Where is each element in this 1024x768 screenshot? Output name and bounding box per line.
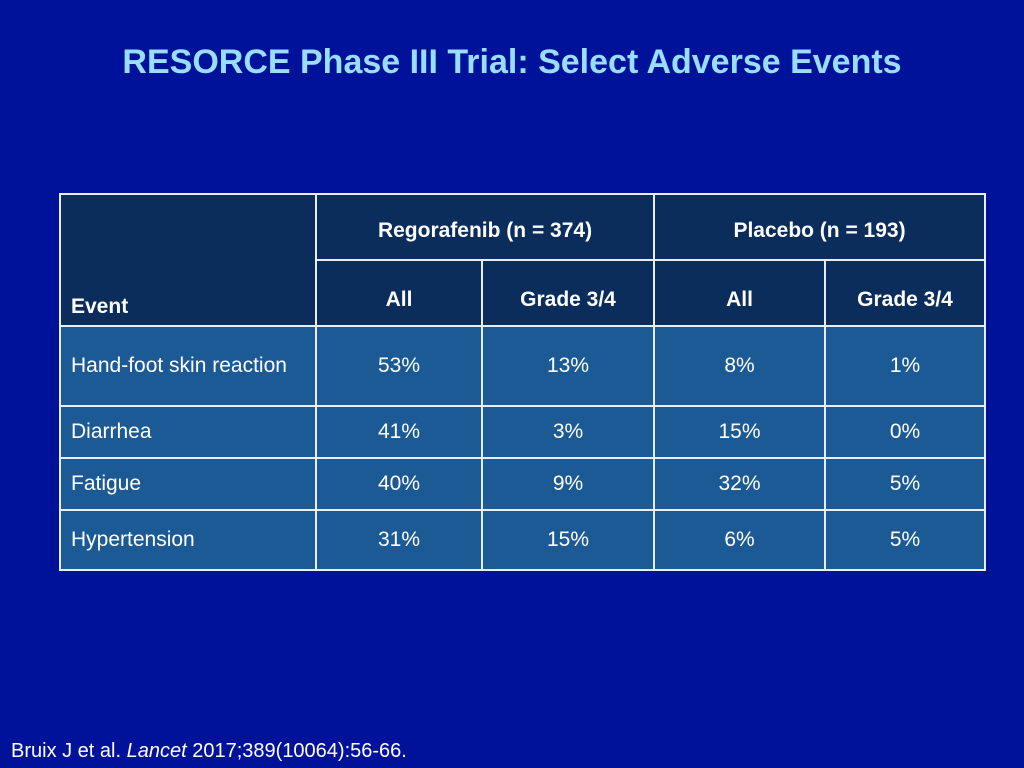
value-cell: 41% — [315, 405, 483, 459]
event-cell: Diarrhea — [59, 405, 317, 459]
value-cell: 0% — [824, 405, 987, 459]
value-cell: 3% — [480, 405, 656, 459]
value-cell: 40% — [315, 457, 483, 511]
value-cell: 8% — [653, 325, 827, 407]
value-cell: 5% — [824, 509, 987, 571]
value-cell: 15% — [480, 509, 656, 571]
event-cell: Fatigue — [59, 457, 317, 511]
slide-title: RESORCE Phase III Trial: Select Adverse … — [122, 43, 902, 81]
citation-reference: 2017;389(10064):56-66. — [192, 740, 407, 762]
regorafenib-grade34-header: Grade 3/4 — [480, 259, 656, 327]
value-cell: 53% — [315, 325, 483, 407]
placebo-group-header: Placebo (n = 193) — [653, 193, 987, 261]
event-column-header: Event — [59, 193, 317, 327]
table-row: Fatigue 40% 9% 32% 5% — [59, 457, 987, 511]
value-cell: 15% — [653, 405, 827, 459]
regorafenib-group-header: Regorafenib (n = 374) — [314, 193, 656, 261]
table-row: Hypertension 31% 15% 6% 5% — [59, 509, 987, 571]
table-row: Diarrhea 41% 3% 15% 0% — [59, 405, 987, 459]
value-cell: 6% — [653, 509, 827, 571]
adverse-events-table: Event Regorafenib (n = 374) Placebo (n =… — [59, 193, 987, 571]
value-cell: 32% — [653, 457, 827, 511]
value-cell: 13% — [480, 325, 656, 407]
value-cell: 9% — [480, 457, 656, 511]
value-cell: 5% — [824, 457, 987, 511]
table-row: Hand-foot skin reaction 53% 13% 8% 1% — [59, 325, 987, 407]
table-header-row-groups: Event Regorafenib (n = 374) Placebo (n =… — [59, 193, 987, 327]
value-cell: 1% — [824, 325, 987, 407]
placebo-grade34-header: Grade 3/4 — [824, 259, 987, 327]
placebo-all-header: All — [653, 259, 827, 327]
table-header-row-subcols: All Grade 3/4 All Grade 3/4 — [60, 259, 987, 327]
citation-journal: Lancet — [126, 740, 187, 762]
citation: Bruix J et al. Lancet 2017;389(10064):56… — [11, 739, 407, 763]
value-cell: 31% — [315, 509, 483, 571]
citation-authors: Bruix J et al. — [11, 740, 122, 762]
regorafenib-all-header: All — [315, 259, 483, 327]
event-cell: Hypertension — [59, 509, 317, 571]
event-cell: Hand-foot skin reaction — [59, 325, 317, 407]
